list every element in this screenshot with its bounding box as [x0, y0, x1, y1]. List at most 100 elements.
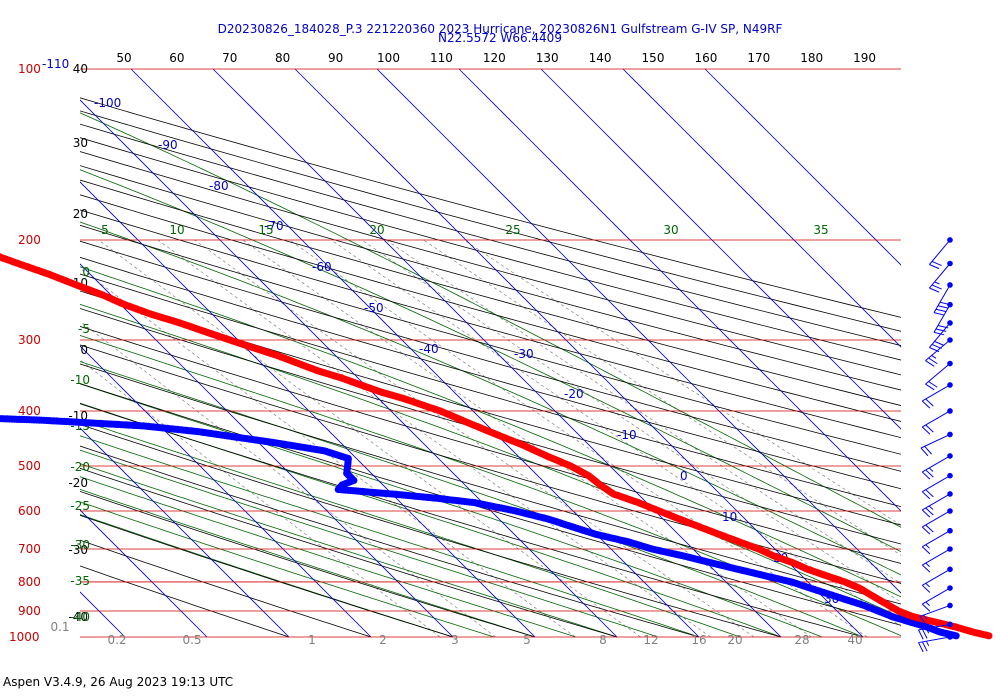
dry-adiabat-line — [80, 224, 901, 455]
wind-barb-staff — [922, 510, 951, 528]
dry-adiabat-line — [80, 467, 618, 638]
dry-adiabat-label: 40 — [73, 62, 88, 76]
isotherm-line — [294, 68, 864, 638]
wind-barb-flag — [919, 616, 927, 626]
mixing-ratio-label: 12 — [643, 633, 658, 647]
dry-adiabat-label: -20 — [68, 476, 88, 490]
top-axis-label: 90 — [328, 51, 343, 65]
dry-adiabat-label: -30 — [68, 543, 88, 557]
dry-adiabat-label: 20 — [73, 207, 88, 221]
top-axis-label: 140 — [589, 51, 612, 65]
moist-adiabat-line — [80, 383, 823, 638]
mixing-ratio-line — [80, 359, 441, 638]
isotherm-line — [80, 509, 208, 638]
dry-adiabat-line — [80, 290, 901, 526]
wind-barb — [921, 546, 953, 573]
wind-barb-staff — [919, 604, 951, 617]
isotherm-label: -90 — [158, 138, 178, 152]
pressure-top-extra-label: -110 — [42, 57, 69, 71]
isotherm-label: 0 — [680, 469, 688, 483]
wind-barb-flag — [925, 424, 934, 433]
isotherm-line — [376, 68, 901, 594]
wind-barb-flag — [924, 445, 932, 455]
wind-barb-staff — [922, 410, 951, 428]
pressure-label: 200 — [18, 233, 41, 247]
dry-adiabat-line — [80, 490, 536, 638]
dry-adiabat-line — [80, 539, 372, 638]
dry-adiabat-line — [80, 565, 290, 638]
dry-adiabat-line — [80, 445, 700, 638]
isotherm-line — [80, 427, 290, 638]
wind-barb-half-flag — [928, 505, 934, 510]
isotherm-label: -50 — [364, 301, 384, 315]
top-axis-label: 150 — [642, 51, 665, 65]
wind-barb-flag — [935, 308, 947, 313]
wind-barb-flag — [921, 603, 931, 612]
wind-barb-half-flag — [931, 355, 937, 359]
wind-barb-flag — [921, 471, 931, 480]
top-axis-label: 190 — [853, 51, 876, 65]
top-axis-label: 70 — [222, 51, 237, 65]
dry-adiabat-line — [80, 194, 901, 422]
moist-adiabat-line — [80, 221, 901, 576]
mixing-ratio-label: 2 — [379, 633, 387, 647]
wind-barb-staff — [929, 322, 951, 348]
wind-barb-half-flag — [925, 562, 930, 567]
wind-barb-flag — [931, 260, 942, 267]
isotherm-line — [130, 68, 700, 638]
mixing-ratio-line — [98, 239, 641, 638]
pressure-label: 500 — [18, 459, 41, 473]
pressure-label: 300 — [18, 333, 41, 347]
wind-barb-staff — [922, 475, 951, 493]
chart-title-line1: D20230826_184028_P.3 221220360 2023 Hurr… — [217, 22, 783, 36]
wind-barb — [921, 472, 953, 500]
wind-barb-half-flag — [925, 582, 930, 588]
pressure-label: 600 — [18, 504, 41, 518]
wind-barb-flag — [921, 546, 931, 555]
wind-barb-staff — [922, 384, 951, 402]
isotherm-line — [80, 263, 454, 638]
moist-adiabat-line — [80, 112, 901, 528]
mixing-ratio-label: 3 — [451, 633, 459, 647]
isotherms — [80, 68, 901, 638]
wind-barb — [918, 621, 953, 640]
wind-barb-staff — [922, 530, 951, 548]
wind-barb-flag — [925, 360, 935, 367]
moist-adiabat-line — [80, 449, 659, 638]
wind-barb-staff — [929, 239, 951, 265]
moist-adiabat-line — [80, 419, 741, 638]
wind-barb-flag — [921, 426, 931, 435]
dry-adiabats — [80, 97, 901, 638]
moist-adiabat-label: -10 — [70, 373, 90, 387]
dry-adiabat-line — [80, 97, 901, 318]
wind-barb — [921, 491, 953, 518]
isotherm-line — [80, 345, 372, 638]
dry-adiabat-label: 0 — [80, 343, 88, 357]
wind-barb-half-flag — [925, 601, 930, 606]
wind-barb-flag — [929, 264, 940, 270]
dry-adiabat-line — [80, 363, 901, 605]
top-axis-label: 100 — [377, 51, 400, 65]
isotherm-line — [458, 68, 901, 512]
wind-barb-flag — [921, 491, 931, 500]
mixing-ratio-line — [386, 239, 901, 585]
moist-adiabat-label: -30 — [70, 538, 90, 552]
wind-barb-flag — [921, 526, 931, 535]
dry-adiabat-label: 30 — [73, 136, 88, 150]
wind-barb-staff — [929, 263, 951, 289]
wind-barb-staff — [918, 636, 951, 644]
dewpoint-series — [0, 415, 960, 640]
moist-adiabat-line — [80, 266, 901, 598]
isotherm-label: -80 — [209, 179, 229, 193]
wind-barb — [933, 282, 953, 316]
dry-adiabat-label: -40 — [68, 610, 88, 624]
wind-barb-flag — [931, 284, 942, 290]
dry-adiabat-line — [80, 514, 454, 638]
moist-adiabat-label: -40 — [70, 610, 90, 624]
isotherm-line — [212, 68, 782, 638]
dry-adiabat-line — [80, 123, 901, 346]
wind-barb-staff — [922, 548, 951, 566]
wind-barb-half-flag — [925, 628, 930, 634]
top-axis-label: 110 — [430, 51, 453, 65]
mixing-ratio-line — [194, 239, 755, 638]
